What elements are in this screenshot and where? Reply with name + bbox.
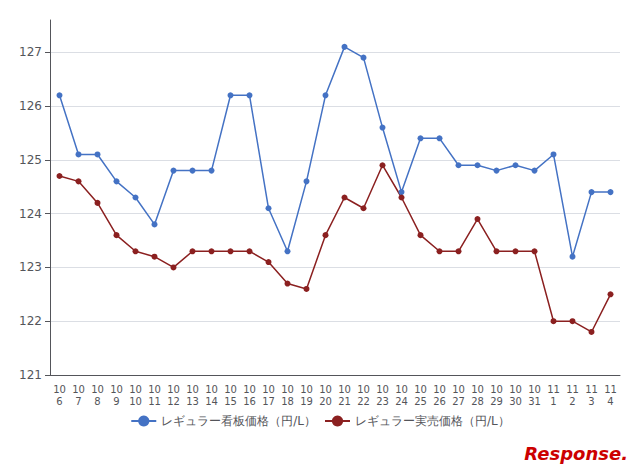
svg-text:10: 10 [53,384,66,395]
svg-text:10: 10 [224,384,237,395]
svg-text:10: 10 [129,396,142,407]
svg-text:6: 6 [56,396,62,407]
svg-text:122: 122 [19,314,42,328]
svg-text:10: 10 [72,384,85,395]
svg-text:1: 1 [550,396,556,407]
svg-text:22: 22 [357,396,370,407]
svg-text:20: 20 [319,396,332,407]
svg-text:12: 12 [167,396,180,407]
svg-text:14: 14 [205,396,218,407]
svg-text:121: 121 [19,368,42,382]
svg-text:26: 26 [433,396,446,407]
svg-text:7: 7 [75,396,81,407]
svg-text:11: 11 [547,384,560,395]
svg-text:10: 10 [376,384,389,395]
svg-text:10: 10 [186,384,199,395]
svg-text:10: 10 [452,384,465,395]
svg-text:31: 31 [528,396,541,407]
svg-text:126: 126 [19,99,42,113]
svg-text:10: 10 [110,384,123,395]
svg-text:23: 23 [376,396,389,407]
svg-text:124: 124 [19,207,42,221]
svg-text:17: 17 [262,396,275,407]
svg-text:16: 16 [243,396,256,407]
svg-text:10: 10 [300,384,313,395]
svg-text:10: 10 [490,384,503,395]
svg-text:18: 18 [281,396,294,407]
svg-text:21: 21 [338,396,351,407]
svg-text:11: 11 [148,396,161,407]
svg-text:2: 2 [569,396,575,407]
svg-text:8: 8 [94,396,100,407]
svg-text:レギュラー看板価格（円/L）: レギュラー看板価格（円/L） [161,414,316,428]
svg-text:13: 13 [186,396,199,407]
svg-text:123: 123 [19,260,42,274]
svg-text:25: 25 [414,396,427,407]
svg-text:10: 10 [528,384,541,395]
svg-text:27: 27 [452,396,465,407]
svg-text:11: 11 [566,384,579,395]
svg-text:レギュラー実売価格（円/L）: レギュラー実売価格（円/L） [355,414,510,428]
svg-text:19: 19 [300,396,313,407]
svg-text:24: 24 [395,396,408,407]
svg-text:9: 9 [113,396,119,407]
svg-text:10: 10 [91,384,104,395]
svg-text:10: 10 [243,384,256,395]
svg-text:10: 10 [433,384,446,395]
svg-text:11: 11 [585,384,598,395]
svg-text:10: 10 [129,384,142,395]
svg-text:29: 29 [490,396,503,407]
svg-text:15: 15 [224,396,237,407]
svg-text:10: 10 [281,384,294,395]
svg-text:125: 125 [19,153,42,167]
svg-text:10: 10 [167,384,180,395]
svg-text:10: 10 [414,384,427,395]
svg-text:30: 30 [509,396,522,407]
svg-text:Response.: Response. [524,443,628,464]
svg-text:127: 127 [19,45,42,59]
svg-text:10: 10 [148,384,161,395]
svg-text:28: 28 [471,396,484,407]
svg-text:11: 11 [604,384,617,395]
svg-text:10: 10 [319,384,332,395]
svg-text:3: 3 [588,396,594,407]
svg-text:10: 10 [338,384,351,395]
svg-text:10: 10 [357,384,370,395]
svg-text:10: 10 [509,384,522,395]
svg-text:10: 10 [205,384,218,395]
svg-text:10: 10 [471,384,484,395]
svg-text:10: 10 [262,384,275,395]
svg-text:10: 10 [395,384,408,395]
svg-text:4: 4 [607,396,613,407]
